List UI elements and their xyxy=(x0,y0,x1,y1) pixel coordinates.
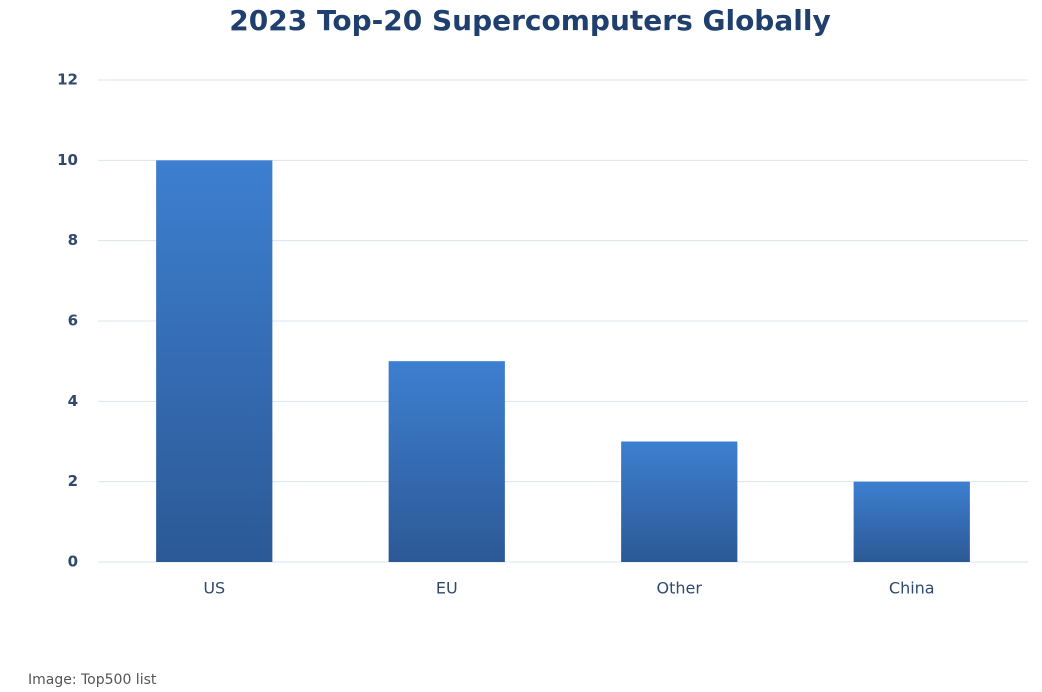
x-tick-label: Other xyxy=(657,579,703,598)
caption: Image: Top500 list xyxy=(28,672,157,688)
y-tick-label: 8 xyxy=(68,231,78,249)
bar xyxy=(621,441,738,562)
y-tick-label: 6 xyxy=(68,312,78,330)
bar xyxy=(388,361,505,562)
y-tick-label: 10 xyxy=(57,151,78,169)
x-tick-label: US xyxy=(203,579,225,598)
y-tick-label: 4 xyxy=(68,392,78,410)
y-tick-label: 0 xyxy=(68,553,78,571)
y-tick-label: 2 xyxy=(68,472,78,490)
x-tick-label: EU xyxy=(436,579,458,598)
bar xyxy=(156,160,273,563)
y-tick-label: 12 xyxy=(57,71,78,89)
chart-title: 2023 Top-20 Supercomputers Globally xyxy=(229,4,830,37)
x-tick-label: China xyxy=(889,579,935,598)
bar xyxy=(853,481,970,562)
